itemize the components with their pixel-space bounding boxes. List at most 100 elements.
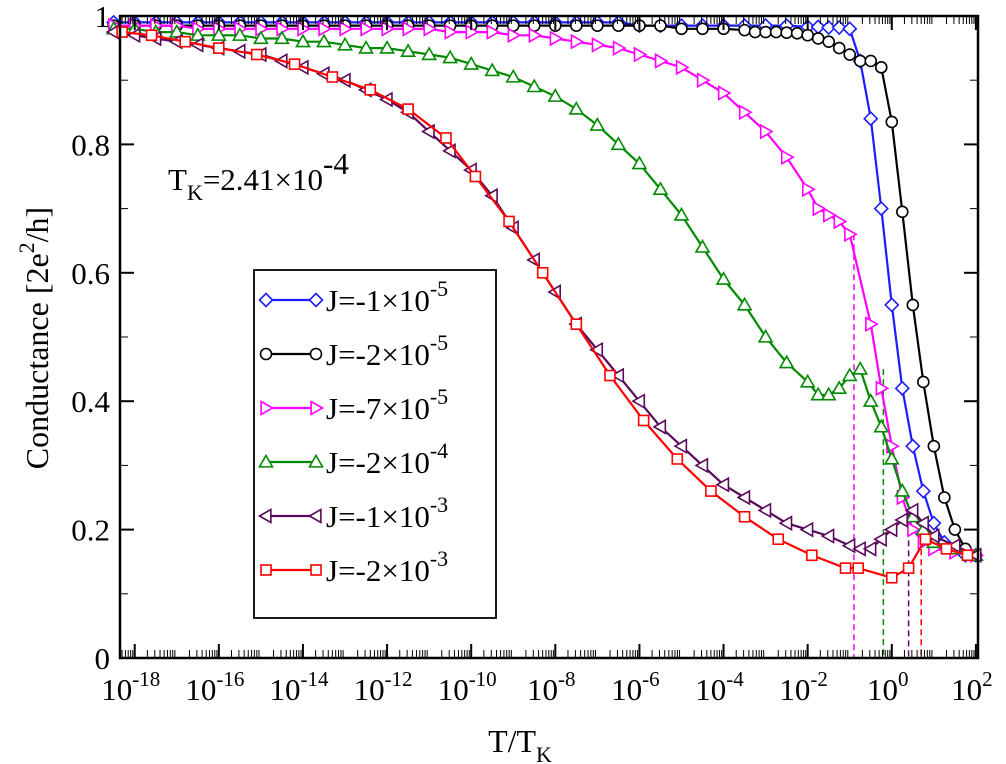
series-3-point-9 — [295, 33, 311, 48]
series-3-point-6 — [231, 27, 248, 41]
series-2-point-25 — [633, 46, 648, 63]
series-5-point-26 — [940, 543, 953, 555]
series-4-point-37 — [862, 540, 877, 557]
series-5-point-14 — [604, 369, 616, 382]
series-2 — [108, 17, 985, 564]
series-4-point-28 — [694, 457, 709, 474]
series-3-point-32 — [778, 354, 795, 369]
x-axis-title: T/TK — [488, 723, 552, 764]
legend-marker-right-5 — [310, 564, 322, 576]
series-3-point-12 — [358, 39, 374, 54]
series-2-point-39 — [875, 380, 890, 397]
legend-marker-left-5 — [260, 564, 272, 576]
series-3-point-34 — [810, 386, 827, 401]
series-5-point-5 — [288, 58, 301, 70]
legend-marker-right-3 — [308, 453, 324, 468]
series-2-point-34 — [812, 200, 827, 217]
series-5 — [116, 26, 974, 584]
series-2-point-35 — [823, 207, 837, 223]
series-3-point-41 — [883, 450, 900, 465]
x-tick-label-5: 10-8 — [527, 667, 576, 707]
series-4-point-1 — [126, 27, 141, 44]
series-3-point-31 — [757, 328, 774, 343]
series-1 — [107, 19, 983, 562]
series-3-point-39 — [862, 393, 879, 407]
series-3-point-40 — [873, 418, 890, 433]
series-2-point-18 — [486, 24, 501, 40]
x-tick-label-9: 100 — [867, 667, 909, 707]
x-tick-label-8: 10-2 — [779, 667, 828, 707]
series-2-point-14 — [402, 20, 417, 37]
legend-label-1: J=-2×10-5 — [326, 330, 448, 372]
series-5-point-17 — [705, 485, 717, 497]
series-3-point-18 — [484, 62, 501, 77]
series-0-point-40 — [873, 200, 889, 217]
series-2-point-15 — [423, 20, 438, 37]
series-5-point-22 — [852, 562, 864, 574]
legend-label-5: J=-2×10-3 — [326, 546, 448, 588]
legend-label-3: J=-2×10-4 — [326, 438, 448, 480]
series-2-point-11 — [339, 20, 354, 37]
series-3-point-38 — [852, 360, 869, 375]
series-0-point-35 — [821, 19, 837, 36]
series-line-5 — [121, 31, 968, 579]
series-1-point-45 — [895, 205, 909, 219]
series-1-point-48 — [927, 439, 941, 453]
x-tick-label-6: 10-6 — [611, 667, 660, 707]
series-5-point-8 — [402, 103, 414, 115]
legend-marker-right-1 — [309, 347, 323, 361]
series-5-point-20 — [806, 549, 818, 562]
series-1-point-34 — [780, 26, 793, 39]
series-3-point-4 — [189, 27, 206, 41]
series-2-point-22 — [570, 33, 585, 50]
x-tick-label-4: 10-10 — [438, 667, 497, 707]
legend-label-2: J=-7×10-5 — [326, 384, 448, 426]
series-2-point-33 — [801, 181, 816, 198]
series-4 — [105, 24, 982, 564]
series-1-point-27 — [675, 22, 688, 36]
series-4-point-44 — [946, 537, 961, 554]
series-2-point-12 — [360, 20, 375, 37]
series-5-point-18 — [738, 510, 751, 523]
series-0-point-45 — [926, 515, 942, 531]
series-5-point-19 — [772, 533, 785, 546]
series-3-point-36 — [831, 380, 848, 395]
series-4-point-35 — [841, 537, 856, 554]
y-tick-label-5: 1 — [95, 0, 111, 34]
series-2-point-19 — [507, 27, 522, 44]
series-1-point-44 — [885, 115, 899, 129]
series-4-point-29 — [715, 476, 730, 493]
series-line-3 — [113, 27, 977, 557]
series-4-point-33 — [799, 521, 814, 538]
series-0-point-43 — [905, 438, 921, 454]
x-tick-label-10: 102 — [951, 667, 993, 707]
series-1-point-31 — [748, 25, 762, 39]
x-tick-label-0: 10-18 — [101, 667, 160, 707]
series-5-point-3 — [213, 42, 225, 54]
series-3-point-15 — [421, 46, 438, 61]
legend-marker-left-3 — [258, 453, 274, 468]
series-3-point-27 — [673, 206, 690, 221]
legend-marker-right-0 — [308, 292, 324, 308]
series-1-point-32 — [759, 25, 772, 39]
series-2-point-23 — [591, 37, 606, 53]
legend-marker-left-4 — [257, 508, 272, 524]
series-3-point-8 — [274, 30, 290, 45]
series-1-point-33 — [769, 25, 783, 39]
series-2-point-24 — [612, 40, 627, 56]
series-5-point-9 — [440, 132, 452, 144]
series-3-point-22 — [568, 100, 585, 115]
series-3-point-14 — [400, 43, 416, 57]
series-3-point-7 — [253, 30, 269, 45]
legend: J=-1×10-5 J=-2×10-5 J=-7×10-5 J=-2×10-4 J=-1… — [253, 269, 497, 619]
series-1-point-35 — [790, 27, 804, 40]
series-1-point-36 — [801, 28, 814, 42]
series-1-point-28 — [696, 22, 709, 36]
series-1-point-47 — [917, 375, 930, 389]
legend-label-0: J=-1×10-5 — [326, 276, 448, 318]
series-3-point-26 — [652, 181, 669, 196]
series-1-point-30 — [738, 23, 751, 37]
axes: 10-18 10-16 10-14 10-12 10-10 10-8 10-6 10-4 10-… — [71, 0, 992, 707]
series-5-point-12 — [536, 266, 549, 279]
series-4-point-40 — [894, 512, 908, 528]
